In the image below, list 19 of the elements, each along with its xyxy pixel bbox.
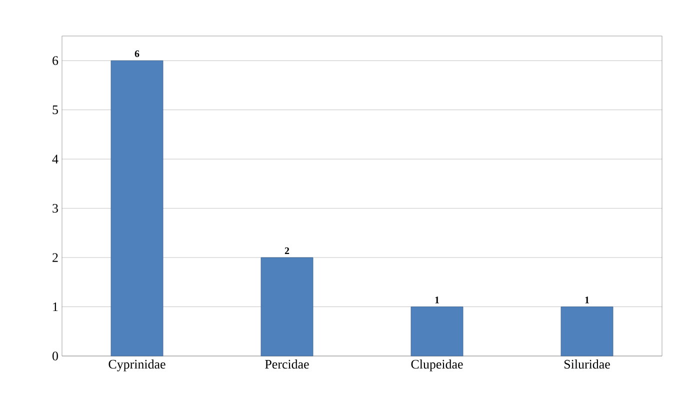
y-tick-label: 1 (53, 302, 58, 312)
data-label: 6 (134, 50, 140, 58)
bar (110, 60, 164, 356)
bar (260, 257, 314, 356)
bar (560, 306, 614, 356)
y-tick-label: 5 (52, 106, 58, 114)
data-label: 2 (284, 247, 290, 254)
x-tick-label: Siluridae (564, 360, 610, 369)
x-tick-label: Percidae (265, 360, 309, 369)
y-tick-label: 2 (52, 253, 58, 262)
y-tick-label: 0 (52, 352, 58, 360)
data-label: 1 (585, 296, 589, 304)
y-tick-label: 6 (52, 56, 58, 65)
y-tick-label: 3 (52, 204, 58, 213)
x-tick-label: Clupeidae (411, 360, 463, 372)
y-tick-label: 4 (52, 154, 58, 164)
data-label: 1 (435, 296, 439, 304)
x-tick-label: Cyprinidae (108, 360, 166, 372)
bar (410, 306, 464, 356)
